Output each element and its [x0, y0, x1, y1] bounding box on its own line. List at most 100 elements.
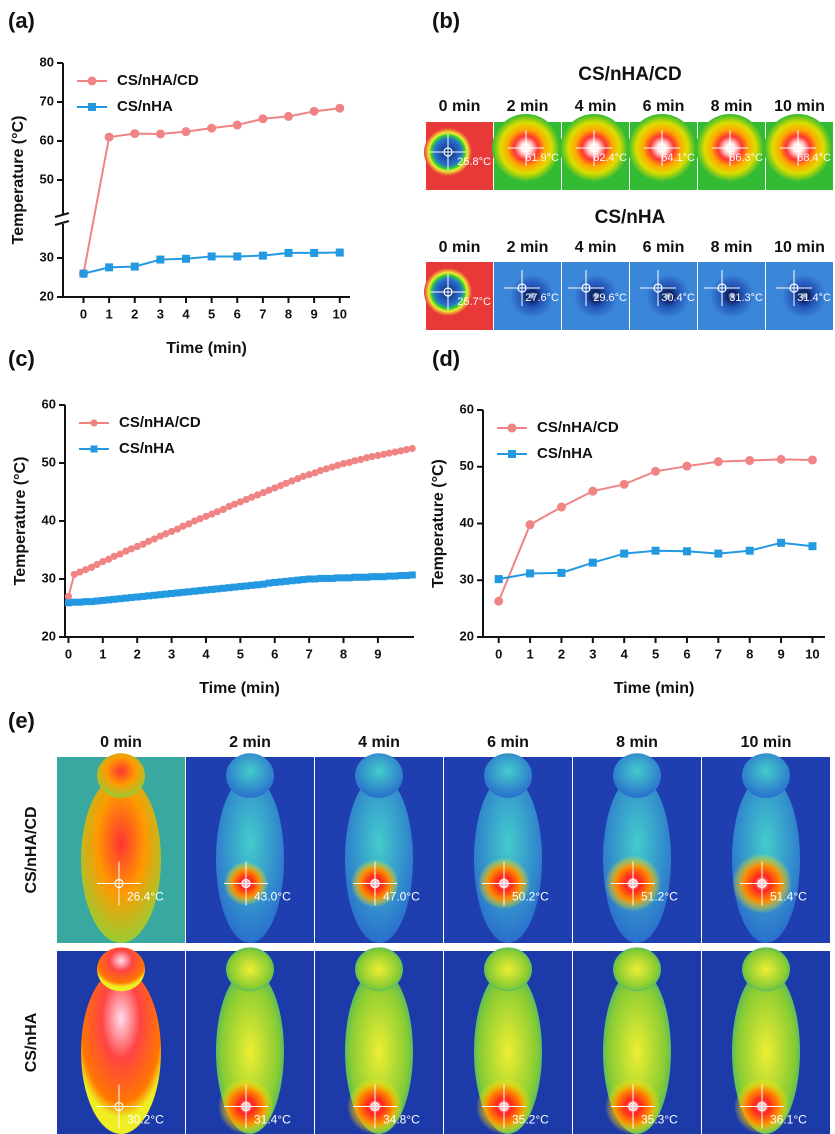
marker: [556, 502, 566, 512]
thermal-image: 35.3°C: [573, 947, 701, 1134]
y-tick-label: 70: [40, 93, 54, 108]
crosshair: [370, 878, 380, 889]
crosshair: [114, 878, 124, 889]
crosshair: [241, 878, 251, 889]
marker: [311, 469, 319, 477]
axis-break: [55, 214, 69, 224]
legend-marker: [87, 76, 97, 86]
time-label: 0 min: [439, 98, 481, 115]
marker: [588, 486, 598, 496]
marker: [116, 595, 124, 603]
marker: [494, 596, 504, 606]
legend-marker: [90, 445, 98, 453]
crosshair: [581, 283, 591, 293]
x-tick-label: 9: [311, 306, 318, 321]
temperature-reading: 35.3°C: [641, 1113, 678, 1127]
marker: [362, 454, 371, 462]
x-tick-label: 5: [208, 306, 215, 321]
marker: [99, 558, 107, 566]
temperature-reading: 26.4°C: [127, 890, 164, 904]
marker: [328, 574, 336, 582]
crosshair: [717, 283, 727, 293]
rat-head: [97, 753, 145, 798]
marker: [139, 540, 147, 548]
marker: [162, 530, 170, 538]
x-tick-label: 7: [306, 646, 313, 661]
x-tick-label: 10: [333, 306, 347, 321]
thermal-image: 51.2°C: [573, 753, 701, 943]
marker: [231, 583, 239, 591]
y-tick-label: 40: [42, 512, 56, 527]
marker: [258, 251, 267, 260]
marker: [202, 512, 210, 520]
temperature-reading: 36.1°C: [770, 1113, 807, 1127]
marker: [408, 444, 416, 453]
marker: [277, 578, 285, 586]
thermal-image: 35.2°C: [444, 947, 572, 1134]
panel-label: (e): [8, 708, 35, 733]
marker: [233, 252, 242, 261]
marker: [242, 495, 250, 504]
group-title: CS/nHA/CD: [578, 64, 681, 85]
marker: [339, 459, 348, 468]
marker: [271, 484, 279, 492]
x-tick-label: 6: [271, 646, 278, 661]
x-tick-label: 5: [237, 646, 244, 661]
x-tick-label: 0: [65, 646, 72, 661]
thermal-image: 50.2°C: [444, 753, 572, 943]
y-tick-label: 30: [460, 572, 474, 587]
thermal-image: 30.4°C: [630, 262, 697, 330]
marker: [76, 598, 84, 606]
time-label: 0 min: [100, 734, 142, 751]
marker: [173, 589, 181, 597]
x-tick-label: 2: [558, 646, 565, 661]
time-label: 10 min: [774, 98, 825, 115]
marker: [99, 596, 107, 604]
marker: [93, 560, 101, 569]
marker: [182, 254, 190, 263]
marker: [294, 576, 302, 584]
y-tick-label: 50: [460, 458, 474, 473]
marker: [232, 120, 242, 130]
marker: [196, 587, 204, 595]
time-label: 8 min: [616, 734, 658, 751]
rat-head: [742, 947, 790, 992]
legend-marker: [90, 419, 98, 427]
crosshair: [757, 878, 767, 889]
marker: [808, 542, 817, 551]
marker: [179, 522, 187, 530]
marker: [402, 446, 411, 454]
temperature-reading: 31.4°C: [797, 292, 831, 304]
marker: [70, 598, 78, 606]
y-tick-label: 60: [42, 396, 56, 411]
marker: [340, 574, 348, 582]
marker: [104, 132, 114, 142]
rat-head: [484, 753, 532, 798]
marker: [374, 573, 382, 581]
marker: [380, 573, 388, 581]
marker: [202, 586, 210, 594]
marker: [156, 532, 164, 540]
temperature-reading: 61.9°C: [525, 152, 559, 164]
marker: [139, 592, 147, 600]
temperature-reading: 34.8°C: [383, 1113, 420, 1127]
marker: [322, 465, 330, 473]
x-tick-label: 8: [746, 646, 753, 661]
marker: [282, 479, 290, 487]
rat-head: [226, 753, 274, 798]
temperature-reading: 31.4°C: [254, 1113, 291, 1127]
marker: [110, 552, 118, 560]
thermal-image: 25.7°C: [424, 262, 493, 330]
marker: [368, 573, 376, 581]
x-tick-label: 2: [134, 646, 141, 661]
marker: [328, 463, 336, 471]
time-label: 2 min: [229, 734, 271, 751]
marker: [185, 588, 193, 596]
marker: [265, 486, 273, 494]
series-line: [82, 107, 340, 274]
marker: [70, 570, 78, 578]
marker: [288, 477, 296, 485]
rat-head: [613, 947, 661, 992]
marker: [284, 111, 293, 121]
marker: [191, 517, 199, 525]
